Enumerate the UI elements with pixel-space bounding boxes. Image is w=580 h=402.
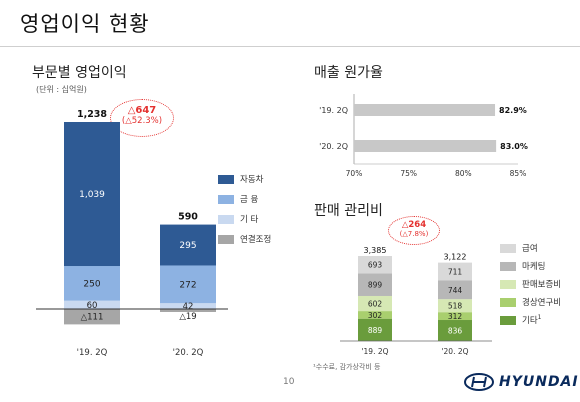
legend-label: 판매보증비 bbox=[522, 280, 562, 290]
sga-bar-segment bbox=[438, 312, 472, 321]
cost-ratio-title: 매출 원가율 bbox=[314, 65, 383, 81]
op-category-label: '19. 2Q bbox=[77, 348, 108, 358]
sga-bar-segment bbox=[438, 320, 472, 341]
op-bar-adjust bbox=[64, 309, 120, 325]
cost-tick-label: 70% bbox=[346, 169, 363, 178]
sga-bar-segment bbox=[438, 280, 472, 300]
op-label-auto: 295 bbox=[179, 241, 196, 251]
op-label-adjust: △19 bbox=[179, 312, 196, 322]
sga-bar-segment bbox=[358, 273, 392, 296]
legend-label: 마케팅 bbox=[522, 262, 546, 272]
legend-item-warranty: 판매보증비 bbox=[500, 278, 561, 290]
hyundai-emblem-icon bbox=[464, 373, 494, 391]
sga-segment-label: 518 bbox=[448, 302, 463, 311]
legend-item-salary: 급여 bbox=[500, 242, 561, 254]
sga-segment-label: 693 bbox=[368, 261, 383, 270]
sga-total: 3,385 bbox=[364, 246, 387, 255]
op-label-finance: 272 bbox=[179, 280, 196, 290]
sga-bar-segment bbox=[438, 262, 472, 281]
segment-op-title: 부문별 영업이익 bbox=[32, 65, 127, 81]
sga-bar-segment bbox=[358, 311, 392, 319]
hyundai-logo: HYUNDAI bbox=[464, 373, 579, 391]
op-label-auto: 1,039 bbox=[79, 190, 105, 200]
sga-bar-segment bbox=[358, 256, 392, 274]
cost-bar bbox=[354, 140, 497, 152]
op-legend: 자동차 금 융 기 타 연결조정 bbox=[218, 173, 271, 245]
op-label-finance: 250 bbox=[83, 279, 100, 289]
sga-bar-segment bbox=[358, 295, 392, 312]
legend-item-adjust: 연결조정 bbox=[218, 233, 271, 245]
legend-item-finance: 금 융 bbox=[218, 193, 271, 205]
cost-tick-label: 80% bbox=[455, 169, 472, 178]
sga-segment-label: 602 bbox=[368, 300, 383, 309]
cost-category-label: '19. 2Q bbox=[319, 106, 348, 115]
op-category-label: '20. 2Q bbox=[173, 348, 204, 358]
legend-label: 자동차 bbox=[240, 175, 264, 185]
op-label-other: 60 bbox=[87, 301, 98, 311]
sga-legend: 급여 마케팅 판매보증비 경상연구비 기타1 bbox=[500, 242, 561, 326]
sga-change-value: △264 bbox=[401, 220, 427, 230]
cost-bar bbox=[354, 104, 496, 116]
sga-segment-label: 312 bbox=[448, 312, 463, 321]
op-bar-segment bbox=[64, 122, 120, 267]
op-label-adjust: △111 bbox=[81, 313, 104, 323]
op-bar-segment bbox=[160, 224, 216, 266]
sga-bar-segment bbox=[438, 299, 472, 313]
segment-op-chart: 1,039 250 60 △111 1,238 '19. 2Q 295 272 42△19 590… bbox=[36, 109, 228, 358]
legend-item-other: 기 타 bbox=[218, 213, 271, 225]
sga-total: 3,122 bbox=[444, 253, 467, 262]
page-number: 10 bbox=[283, 377, 295, 387]
legend-item-sga-other: 기타1 bbox=[500, 314, 561, 326]
unit-label: (단위 : 십억원) bbox=[36, 85, 87, 94]
logo-text: HYUNDAI bbox=[499, 374, 579, 390]
op-bar-segment bbox=[64, 300, 120, 309]
sga-category-label: '20. 2Q bbox=[441, 347, 468, 356]
sga-segment-label: 744 bbox=[448, 286, 463, 295]
sga-category-label: '19. 2Q bbox=[361, 347, 388, 356]
legend-sup: 1 bbox=[537, 314, 542, 322]
legend-label: 금 융 bbox=[240, 195, 259, 205]
op-bar-segment bbox=[64, 266, 120, 301]
op-change-value: △647 bbox=[127, 105, 157, 116]
sga-bar-segment bbox=[358, 318, 392, 341]
legend-item-rnd: 경상연구비 bbox=[500, 296, 561, 308]
op-bar-segment bbox=[160, 265, 216, 304]
legend-label: 기 타 bbox=[240, 215, 259, 225]
page-title: 영업이익 현황 bbox=[20, 12, 150, 36]
cost-tick-label: 75% bbox=[400, 169, 417, 178]
op-bar-adjust bbox=[160, 309, 216, 312]
op-change-pct: (△52.3%) bbox=[121, 116, 163, 126]
legend-label: 연결조정 bbox=[240, 235, 272, 245]
cost-value-label: 83.0% bbox=[500, 142, 528, 151]
cost-value-label: 82.9% bbox=[499, 106, 527, 115]
legend-item-marketing: 마케팅 bbox=[500, 260, 561, 272]
op-label-other: 42 bbox=[183, 302, 194, 312]
legend-label: 기타 bbox=[522, 316, 538, 326]
title-divider bbox=[0, 46, 580, 47]
sga-segment-label: 711 bbox=[448, 268, 463, 277]
op-total: 1,238 bbox=[77, 109, 107, 120]
cost-ratio-chart: '19. 2Q 82.9% '20. 2Q 83.0% 70% 75% 80% 85% bbox=[319, 94, 528, 178]
sga-change-badge: △264 (△7.8%) bbox=[388, 216, 440, 245]
sga-segment-label: 889 bbox=[368, 326, 383, 335]
footnote: ¹수수료, 감가상각비 등 bbox=[313, 363, 381, 371]
op-total: 590 bbox=[178, 212, 198, 223]
op-bar-segment bbox=[160, 303, 216, 309]
legend-label: 급여 bbox=[522, 244, 538, 254]
sga-segment-label: 302 bbox=[368, 311, 383, 320]
sga-segment-label: 836 bbox=[448, 327, 463, 336]
sga-title: 판매 관리비 bbox=[314, 203, 383, 219]
sga-change-pct: (△7.8%) bbox=[399, 230, 429, 238]
legend-label: 경상연구비 bbox=[522, 298, 562, 308]
legend-item-auto: 자동차 bbox=[218, 173, 271, 185]
cost-category-label: '20. 2Q bbox=[319, 142, 348, 151]
sga-segment-label: 899 bbox=[368, 281, 383, 290]
op-change-badge: △647 (△52.3%) bbox=[110, 99, 174, 137]
cost-tick-label: 85% bbox=[510, 169, 527, 178]
